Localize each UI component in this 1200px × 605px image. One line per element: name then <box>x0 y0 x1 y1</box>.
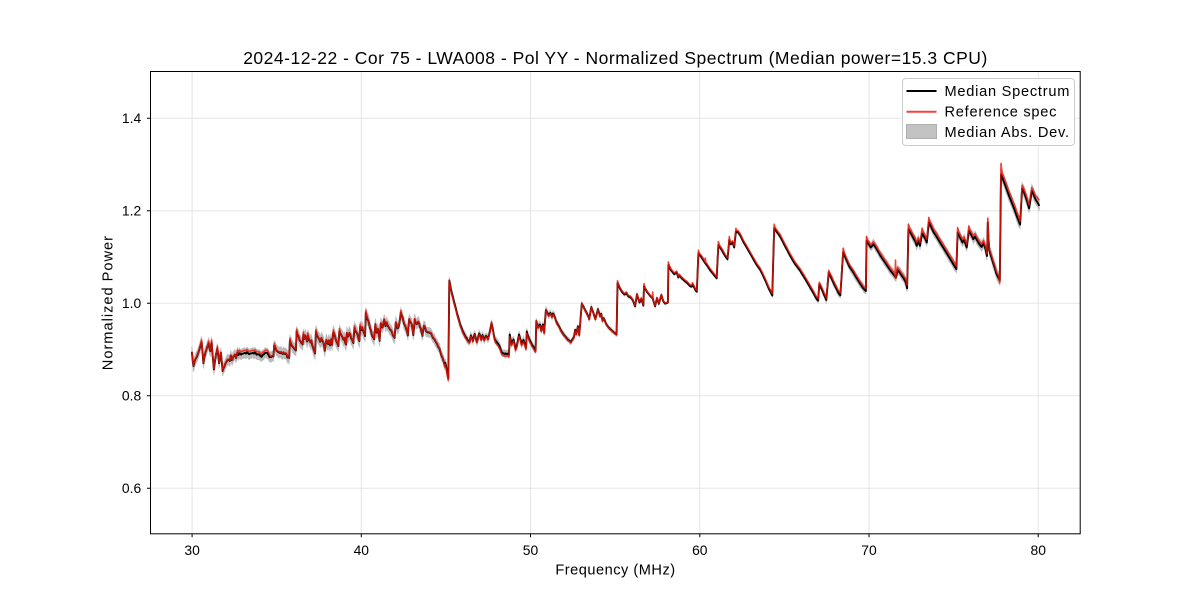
svg-text:Reference spec: Reference spec <box>945 104 1058 120</box>
svg-text:50: 50 <box>523 542 539 558</box>
svg-text:0.8: 0.8 <box>122 388 142 404</box>
svg-text:Median Spectrum: Median Spectrum <box>945 84 1071 100</box>
svg-text:70: 70 <box>861 542 877 558</box>
svg-text:40: 40 <box>354 542 370 558</box>
svg-text:1.0: 1.0 <box>122 295 142 311</box>
svg-text:0.6: 0.6 <box>122 480 142 496</box>
svg-text:2024-12-22 - Cor 75 - LWA008 -: 2024-12-22 - Cor 75 - LWA008 - Pol YY - … <box>243 48 988 68</box>
svg-text:Normalized Power: Normalized Power <box>100 235 116 370</box>
svg-text:30: 30 <box>184 542 200 558</box>
svg-text:1.2: 1.2 <box>122 203 142 219</box>
svg-text:Median Abs. Dev.: Median Abs. Dev. <box>945 125 1070 141</box>
svg-text:60: 60 <box>692 542 708 558</box>
svg-text:1.4: 1.4 <box>122 110 142 126</box>
svg-text:Frequency (MHz): Frequency (MHz) <box>555 563 675 579</box>
svg-text:80: 80 <box>1030 542 1046 558</box>
